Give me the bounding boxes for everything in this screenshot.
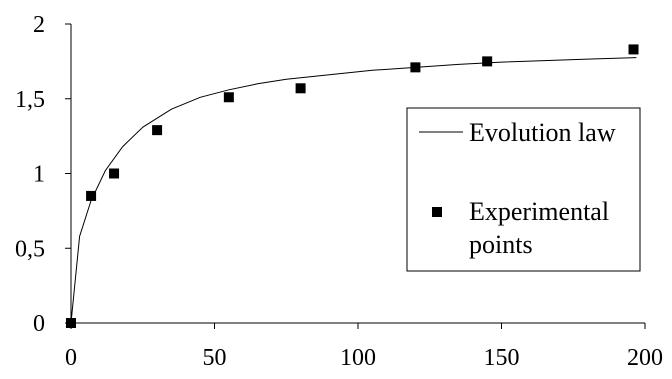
x-tick-label: 150: [484, 345, 520, 371]
x-tick-label: 200: [627, 345, 663, 371]
experimental-point: [410, 62, 421, 73]
experimental-point: [628, 44, 639, 55]
y-tick-label: 2: [33, 12, 45, 38]
legend-label-evolution-law: Evolution law: [469, 118, 616, 147]
x-tick-label: 100: [340, 345, 376, 371]
legend-square-swatch: [432, 207, 442, 217]
x-tick-label: 50: [203, 345, 227, 371]
experimental-point: [109, 168, 120, 179]
legend-box: [406, 107, 641, 272]
legend: Evolution law Experimental points: [406, 107, 641, 272]
legend-label-experimental-line1: Experimental: [469, 197, 609, 226]
experimental-point: [152, 125, 163, 136]
evolution-law-curve: [70, 57, 637, 324]
legend-label-experimental-line2: points: [469, 230, 533, 259]
x-axis-ticks: 0 50 100 150 200: [65, 323, 663, 371]
y-tick-label: 0: [33, 311, 45, 337]
experimental-point: [86, 190, 97, 201]
experimental-point: [66, 318, 76, 328]
y-axis-ticks: 0 0,5 1 1,5 2: [15, 12, 71, 337]
evolution-law-line: [70, 57, 637, 324]
experimental-point: [223, 92, 234, 103]
experimental-points: [66, 44, 639, 328]
y-tick-label: 0,5: [15, 236, 45, 262]
y-tick-label: 1: [33, 162, 45, 188]
x-tick-label: 0: [65, 345, 77, 371]
experimental-point: [295, 83, 306, 94]
y-tick-label: 1,5: [15, 87, 45, 113]
experimental-point: [482, 56, 493, 67]
